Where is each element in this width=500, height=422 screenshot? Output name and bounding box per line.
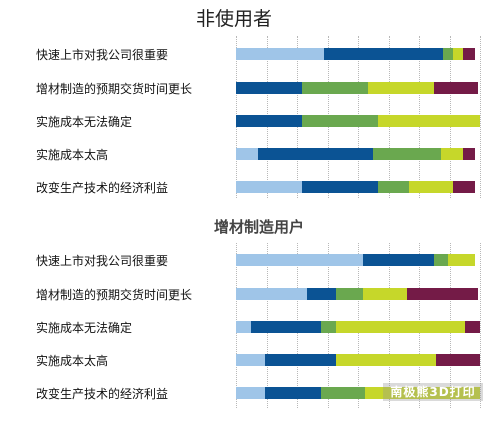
bar-segment bbox=[258, 148, 373, 160]
bar-segment bbox=[463, 48, 475, 60]
bar-segment bbox=[236, 181, 302, 193]
bar-segment bbox=[463, 148, 475, 160]
gridline bbox=[480, 36, 481, 198]
bar-segment bbox=[307, 288, 336, 300]
chart-title-am-users: 增材制造用户 bbox=[214, 218, 305, 236]
bar-segment bbox=[236, 82, 302, 94]
category-label: 快速上市对我公司很重要 bbox=[36, 254, 169, 268]
watermark: 南极熊3D打印 bbox=[383, 383, 483, 401]
category-label: 改变生产技术的经济利益 bbox=[36, 387, 169, 401]
bar-segment bbox=[321, 321, 336, 333]
category-label: 实施成本无法确定 bbox=[36, 115, 133, 129]
bar-segment bbox=[409, 181, 453, 193]
bar-segment bbox=[441, 148, 463, 160]
category-label: 快速上市对我公司很重要 bbox=[36, 48, 169, 62]
bar-segment bbox=[336, 354, 436, 366]
bar-segment bbox=[336, 288, 363, 300]
bar-segment bbox=[302, 115, 378, 127]
bar-segment bbox=[236, 254, 363, 266]
bar-segment bbox=[363, 254, 434, 266]
bar-segment bbox=[336, 321, 465, 333]
bar-segment bbox=[448, 254, 475, 266]
category-label: 改变生产技术的经济利益 bbox=[36, 181, 169, 195]
bar-segment bbox=[378, 115, 480, 127]
bar-segment bbox=[434, 254, 448, 266]
category-label: 增材制造的预期交货时间更长 bbox=[36, 82, 193, 96]
bar-segment bbox=[363, 288, 407, 300]
bar-segment bbox=[236, 354, 265, 366]
bar-segment bbox=[265, 387, 321, 399]
category-label: 实施成本无法确定 bbox=[36, 321, 133, 335]
bar-segment bbox=[236, 48, 324, 60]
bar-segment bbox=[302, 82, 368, 94]
bar-segment bbox=[236, 288, 307, 300]
bar-segment bbox=[365, 387, 480, 399]
category-label: 增材制造的预期交货时间更长 bbox=[36, 288, 193, 302]
bar-segment bbox=[236, 148, 258, 160]
bar-segment bbox=[236, 115, 302, 127]
bar-segment bbox=[465, 321, 480, 333]
bar-segment bbox=[265, 354, 336, 366]
bar-segment bbox=[434, 82, 478, 94]
bar-segment bbox=[407, 288, 478, 300]
bar-segment bbox=[373, 148, 441, 160]
bar-segment bbox=[236, 387, 265, 399]
chart-title-non-users: 非使用者 bbox=[196, 8, 273, 30]
bar-segment bbox=[321, 387, 365, 399]
bar-segment bbox=[324, 48, 443, 60]
bar-segment bbox=[251, 321, 321, 333]
category-label: 实施成本太高 bbox=[36, 148, 109, 162]
bar-segment bbox=[378, 181, 409, 193]
bar-segment bbox=[368, 82, 434, 94]
gridline bbox=[480, 243, 481, 408]
bar-segment bbox=[453, 181, 475, 193]
bar-segment bbox=[453, 48, 463, 60]
bar-segment bbox=[236, 321, 251, 333]
bar-segment bbox=[302, 181, 378, 193]
category-label: 实施成本太高 bbox=[36, 354, 109, 368]
bar-segment bbox=[443, 48, 453, 60]
bar-segment bbox=[436, 354, 480, 366]
